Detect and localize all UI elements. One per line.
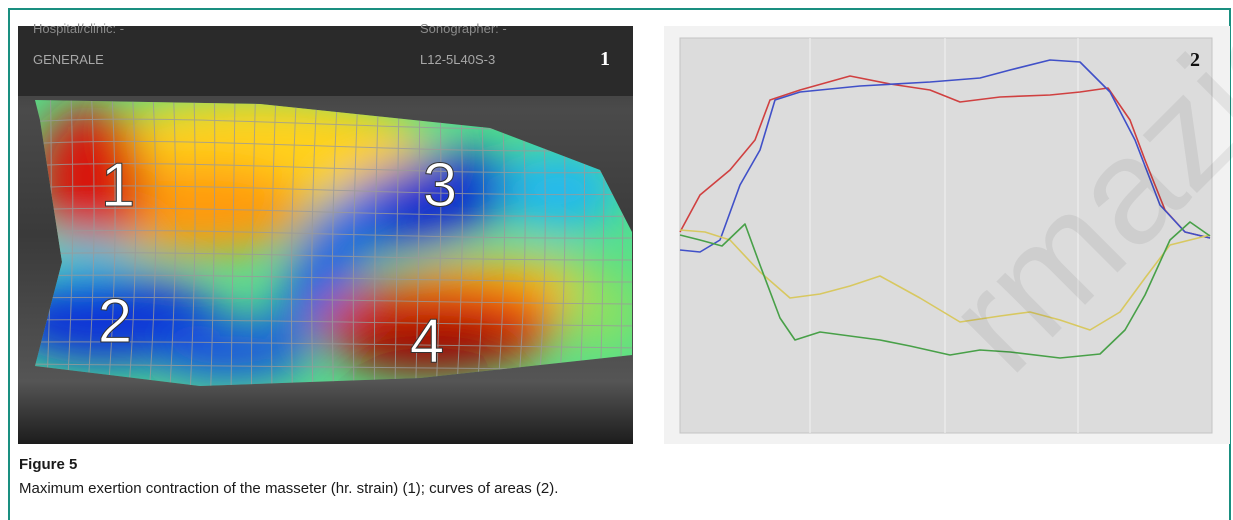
mesh-line: [35, 296, 632, 305]
panel-1: Hospital/clinic: - GENERALE Sonographer:…: [18, 21, 645, 444]
region-label: 2: [98, 287, 132, 356]
mesh-line: [394, 100, 400, 386]
mesh-line: [641, 95, 645, 395]
strain-heatmap: [35, 95, 645, 395]
mesh-line: [35, 185, 632, 196]
mesh-line: [35, 341, 632, 349]
figure-label: Figure 5: [19, 456, 78, 473]
hospital-text: Hospital/clinic: -: [33, 21, 124, 36]
area-curve: [679, 59, 1211, 253]
mesh-line: [456, 100, 463, 386]
area-curve: [679, 221, 1211, 359]
panel-number: 1: [600, 48, 610, 70]
mesh-line: [66, 100, 74, 386]
area-curve: [679, 75, 1211, 239]
mesh-line: [270, 100, 277, 386]
mesh-line: [128, 100, 137, 386]
department-text: GENERALE: [33, 52, 104, 67]
mesh-line: [311, 100, 318, 386]
mesh-line: [352, 100, 359, 386]
mesh-line: [415, 100, 421, 386]
mesh-line: [35, 140, 632, 152]
ultrasound-header: [18, 26, 633, 96]
mesh-line: [476, 100, 485, 386]
figure-panels: Hospital/clinic: - GENERALE Sonographer:…: [18, 0, 1233, 444]
mesh-line: [290, 100, 297, 386]
area-curve: [679, 229, 1211, 331]
mesh-line: [35, 274, 632, 283]
mesh-line: [107, 100, 116, 386]
mesh-line: [35, 230, 632, 239]
mesh-line: [435, 100, 442, 386]
mesh-line: [35, 163, 632, 174]
mesh-line: [35, 207, 632, 217]
mesh-line: [35, 252, 632, 261]
mesh-line: [210, 100, 216, 386]
mesh-line: [189, 100, 196, 386]
region-label: 3: [423, 151, 457, 220]
mesh-line: [230, 100, 236, 386]
panel-2: 2: [664, 26, 1230, 444]
mesh-line: [373, 100, 379, 386]
mesh-line: [331, 100, 338, 386]
probe-text: L12-5L40S-3: [420, 52, 495, 67]
mesh-line: [148, 100, 157, 386]
region-label: 4: [410, 307, 444, 376]
figure-caption: Maximum exertion contraction of the mass…: [19, 480, 559, 497]
sonographer-text: Sonographer: -: [420, 21, 507, 36]
region-label: 1: [101, 151, 135, 220]
mesh-line: [35, 319, 632, 327]
mesh-line: [87, 100, 95, 386]
mesh-line: [250, 100, 256, 386]
mesh-line: [169, 100, 177, 386]
panel-number: 2: [1190, 49, 1200, 71]
